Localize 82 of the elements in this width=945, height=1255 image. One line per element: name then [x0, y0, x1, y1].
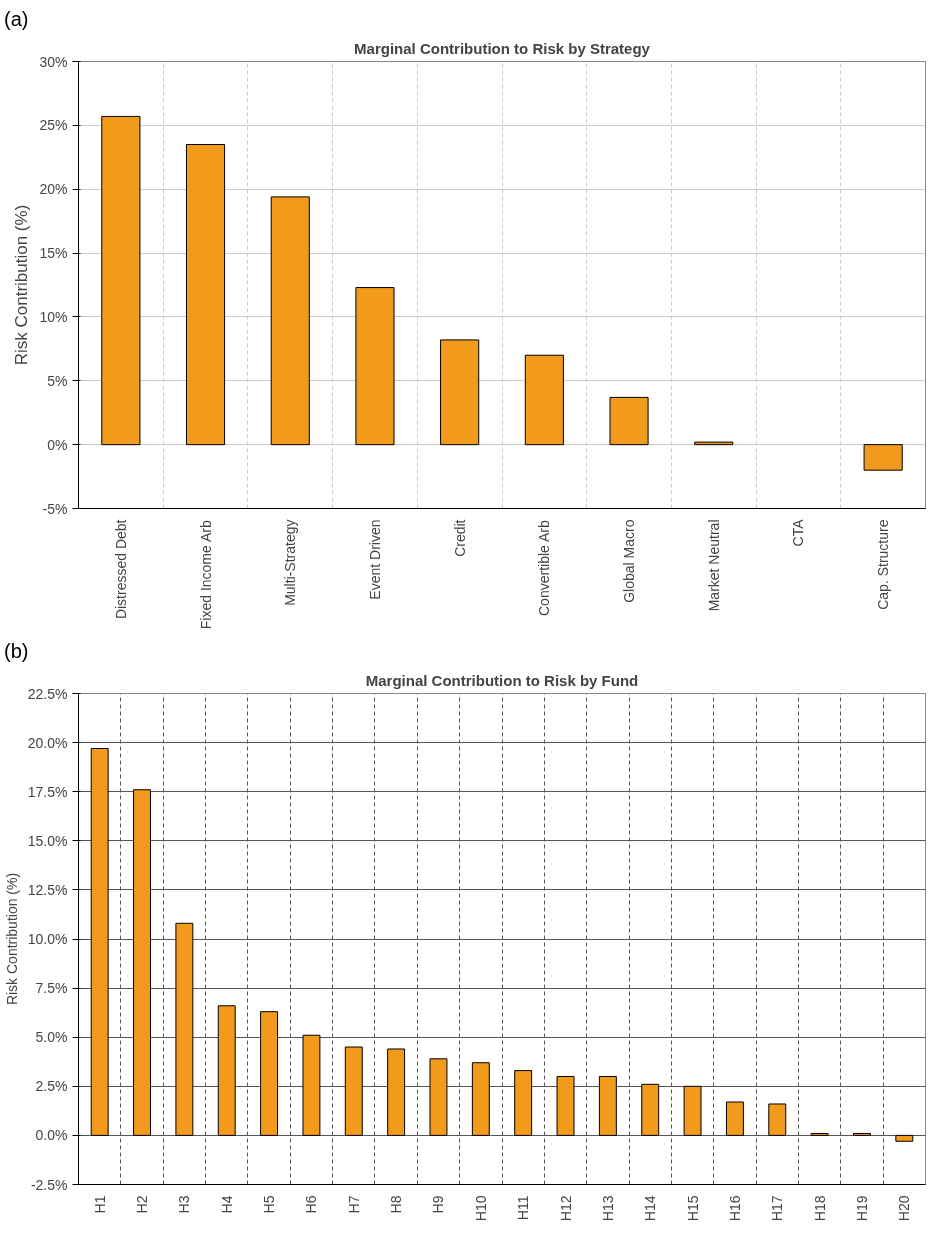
y-tick-label: 30% — [39, 53, 68, 70]
x-tick-label: Market Neutral — [705, 519, 722, 612]
x-tick-label: H5 — [261, 1195, 278, 1214]
x-tick-label: H4 — [218, 1195, 235, 1214]
y-tick-label: 20% — [39, 181, 68, 198]
x-tick-label: H8 — [388, 1195, 405, 1214]
x-tick-label: Multi-Strategy — [282, 519, 299, 606]
y-tick-label: -2.5% — [30, 1176, 68, 1193]
y-tick-label: 17.5% — [27, 783, 68, 800]
y-tick-label: 0.0% — [35, 1127, 68, 1144]
y-tick-label: 2.5% — [35, 1078, 68, 1095]
text: (a) — [4, 7, 29, 32]
x-tick-label: H9 — [430, 1195, 447, 1214]
y-tick-label: -5% — [42, 500, 68, 517]
bar — [725, 1101, 744, 1136]
bar — [683, 1085, 702, 1136]
x-tick-label: H3 — [176, 1195, 193, 1214]
bar — [133, 789, 151, 1136]
x-tick-label: H7 — [345, 1195, 362, 1214]
text: (b) — [4, 639, 29, 664]
x-tick-label: H12 — [557, 1195, 574, 1222]
bar — [641, 1083, 660, 1136]
y-axis-title: Risk Contribution (%) — [3, 872, 20, 1006]
bar — [101, 115, 141, 446]
x-tick-label: H16 — [726, 1195, 743, 1222]
bar — [598, 1075, 617, 1136]
x-tick-label: H13 — [599, 1195, 616, 1222]
bar — [270, 196, 310, 446]
x-tick-label: Event Driven — [366, 519, 383, 600]
x-tick-label: H2 — [134, 1195, 151, 1214]
y-tick-label: 10% — [39, 308, 68, 325]
bar — [344, 1046, 363, 1136]
y-tick-label: 0% — [47, 436, 68, 453]
y-axis-title: Risk Contribution (%) — [12, 204, 32, 366]
y-tick-label: 20.0% — [27, 734, 68, 751]
bar — [429, 1058, 448, 1136]
x-tick-label: H1 — [91, 1195, 108, 1214]
x-tick-label: H15 — [684, 1195, 701, 1222]
x-tick-label: H14 — [642, 1195, 659, 1222]
x-tick-label: H6 — [303, 1195, 320, 1214]
x-tick-label: H17 — [769, 1195, 786, 1222]
x-tick-label: H11 — [515, 1195, 532, 1221]
bar — [175, 922, 194, 1136]
y-tick-label: 25% — [39, 117, 68, 134]
bar — [863, 444, 903, 471]
chart-title: Marginal Contribution to Risk by Strategy — [354, 39, 651, 57]
bar — [260, 1011, 279, 1136]
x-tick-label: Global Macro — [621, 519, 638, 603]
y-tick-label: 7.5% — [35, 980, 68, 997]
x-tick-label: H10 — [472, 1195, 489, 1222]
chart-title: Marginal Contribution to Risk by Fund — [365, 671, 639, 689]
y-tick-label: 10.0% — [27, 931, 68, 947]
x-tick-label: H20 — [896, 1195, 913, 1222]
bar — [609, 396, 649, 446]
bar — [524, 354, 564, 446]
bar — [514, 1070, 533, 1136]
bar — [90, 747, 109, 1136]
y-tick-label: 5.0% — [35, 1029, 68, 1046]
x-tick-label: H19 — [853, 1195, 870, 1222]
bar — [471, 1062, 490, 1136]
x-tick-label: Cap. Structure — [875, 519, 892, 610]
x-tick-label: CTA — [790, 518, 807, 547]
bar — [895, 1134, 914, 1142]
bar — [217, 1005, 236, 1136]
bar — [355, 287, 395, 446]
bar — [768, 1103, 787, 1136]
y-tick-label: 22.5% — [27, 685, 68, 702]
y-tick-label: 15.0% — [27, 832, 68, 849]
bar — [387, 1048, 406, 1136]
y-tick-label: 15% — [39, 245, 68, 262]
y-tick-label: 5% — [47, 372, 68, 389]
x-tick-label: Convertible Arb — [536, 520, 553, 616]
y-tick-label: 12.5% — [27, 881, 68, 898]
bar — [694, 441, 734, 446]
x-tick-label: Distressed Debt — [112, 519, 129, 620]
x-tick-label: Credit — [451, 519, 468, 557]
x-tick-label: Fixed Income Arb — [197, 520, 214, 630]
bar — [440, 339, 480, 446]
bar — [556, 1075, 575, 1136]
x-tick-label: H18 — [811, 1195, 828, 1222]
bar — [302, 1034, 321, 1136]
bar — [185, 144, 226, 446]
